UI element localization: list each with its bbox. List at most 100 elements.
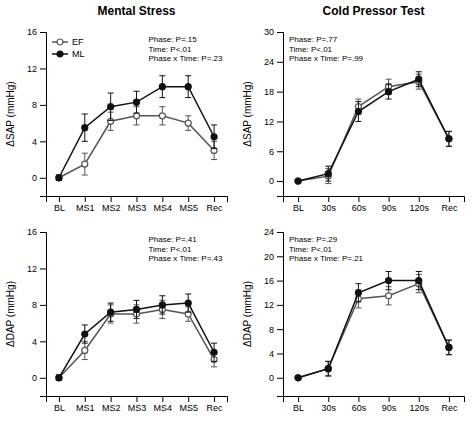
point xyxy=(56,175,62,181)
point xyxy=(108,309,114,315)
error-bar xyxy=(159,296,165,314)
x-tick-label: 60s xyxy=(352,403,367,413)
x-axis: BL30s60s90s120sRec xyxy=(284,196,465,213)
error-bar xyxy=(159,107,165,125)
error-bar xyxy=(211,343,217,361)
y-tick: 8 xyxy=(32,100,46,110)
y-tick-mark xyxy=(277,121,283,122)
x-tick-mark xyxy=(162,396,163,402)
x-tick: MS4 xyxy=(154,196,173,213)
x-axis: BLMS1MS2MS3MS4MS5Rec xyxy=(47,196,228,213)
x-tick: BL xyxy=(54,196,65,213)
x-tick-mark xyxy=(137,196,138,202)
y-tick: 20 xyxy=(264,252,283,262)
x-tick-label: 90s xyxy=(382,403,397,413)
point xyxy=(416,278,422,284)
x-tick-label: 120s xyxy=(409,203,429,213)
series xyxy=(295,271,452,380)
y-axis-line xyxy=(277,33,284,197)
legend-item: ML xyxy=(52,49,85,59)
point xyxy=(386,293,392,299)
y-tick-mark xyxy=(277,353,283,354)
x-tick-mark xyxy=(59,396,60,402)
x-tick-mark xyxy=(188,396,189,402)
y-tick-label: 0 xyxy=(32,173,37,183)
plot-area xyxy=(295,271,452,380)
x-tick-label: MS4 xyxy=(154,203,173,213)
point xyxy=(82,125,88,131)
series xyxy=(295,72,452,184)
x-tick: 30s xyxy=(321,396,336,413)
x-axis-line xyxy=(47,397,228,403)
x-tick-label: Rec xyxy=(207,403,224,413)
legend-label: ML xyxy=(72,49,85,59)
y-tick-label: 12 xyxy=(27,64,37,74)
error-bar xyxy=(134,300,140,318)
plot-area xyxy=(295,72,452,184)
point xyxy=(108,104,114,110)
point xyxy=(185,84,191,90)
point xyxy=(56,375,62,381)
series xyxy=(56,107,217,181)
x-tick-label: MS2 xyxy=(102,203,121,213)
y-axis-title: ΔSAP (mmHg) xyxy=(242,81,253,146)
y-tick-mark xyxy=(40,32,46,33)
annotation: Phase: P=.41Time: P<.01Phase x Time: P=.… xyxy=(148,235,223,262)
error-bar xyxy=(108,303,114,321)
y-tick-label: 24 xyxy=(264,57,274,67)
x-tick: Rec xyxy=(441,196,458,213)
y-tick-label: 4 xyxy=(32,137,37,147)
x-tick-mark xyxy=(419,396,420,402)
y-tick-label: 8 xyxy=(269,325,274,335)
x-tick-mark xyxy=(298,196,299,202)
y-tick: 16 xyxy=(264,276,283,286)
series xyxy=(56,294,217,381)
y-tick-label: 4 xyxy=(269,349,274,359)
x-tick-mark xyxy=(59,196,60,202)
error-bar xyxy=(56,375,62,380)
panel: 04812162024BL30s60s90s120sRecΔDAP (mmHg)… xyxy=(242,227,465,413)
y-tick-label: 16 xyxy=(27,27,37,37)
x-tick-label: BL xyxy=(293,403,304,413)
x-tick-label: BL xyxy=(293,203,304,213)
panel: 0612182430BL30s60s90s120sRecΔSAP (mmHg)P… xyxy=(242,27,465,213)
y-tick: 8 xyxy=(32,300,46,310)
error-bar xyxy=(386,84,392,99)
x-tick: MS5 xyxy=(179,196,198,213)
y-tick-mark xyxy=(40,232,46,233)
y-tick-label: 12 xyxy=(264,300,274,310)
x-tick-label: MS3 xyxy=(128,203,147,213)
x-tick: MS2 xyxy=(102,396,121,413)
x-tick-mark xyxy=(358,396,359,402)
x-tick-label: BL xyxy=(54,403,65,413)
y-tick-mark xyxy=(277,305,283,306)
y-tick-label: 0 xyxy=(269,373,274,383)
error-bar xyxy=(355,102,361,122)
x-tick-label: 120s xyxy=(409,403,429,413)
x-tick-label: MS1 xyxy=(76,403,95,413)
y-tick: 12 xyxy=(264,117,283,127)
y-tick: 6 xyxy=(269,147,283,157)
error-bar xyxy=(159,76,165,98)
x-tick-label: MS3 xyxy=(128,403,147,413)
series-line xyxy=(298,82,449,181)
x-axis-line xyxy=(284,397,465,403)
y-axis-title: ΔDAP (mmHg) xyxy=(5,281,16,347)
x-tick: MS1 xyxy=(76,196,95,213)
point xyxy=(211,134,217,140)
x-tick-label: 30s xyxy=(321,403,336,413)
y-axis: 0612182430 xyxy=(264,27,284,196)
point xyxy=(185,300,191,306)
series xyxy=(56,76,217,181)
y-tick-mark xyxy=(277,378,283,379)
x-tick-mark xyxy=(358,196,359,202)
point xyxy=(295,178,301,184)
y-tick-label: 6 xyxy=(269,147,274,157)
y-tick-label: 18 xyxy=(264,87,274,97)
point xyxy=(295,178,301,184)
y-tick-mark xyxy=(277,151,283,152)
x-tick: MS1 xyxy=(76,396,95,413)
y-tick-mark xyxy=(40,178,46,179)
x-tick: BL xyxy=(54,396,65,413)
point xyxy=(82,331,88,337)
